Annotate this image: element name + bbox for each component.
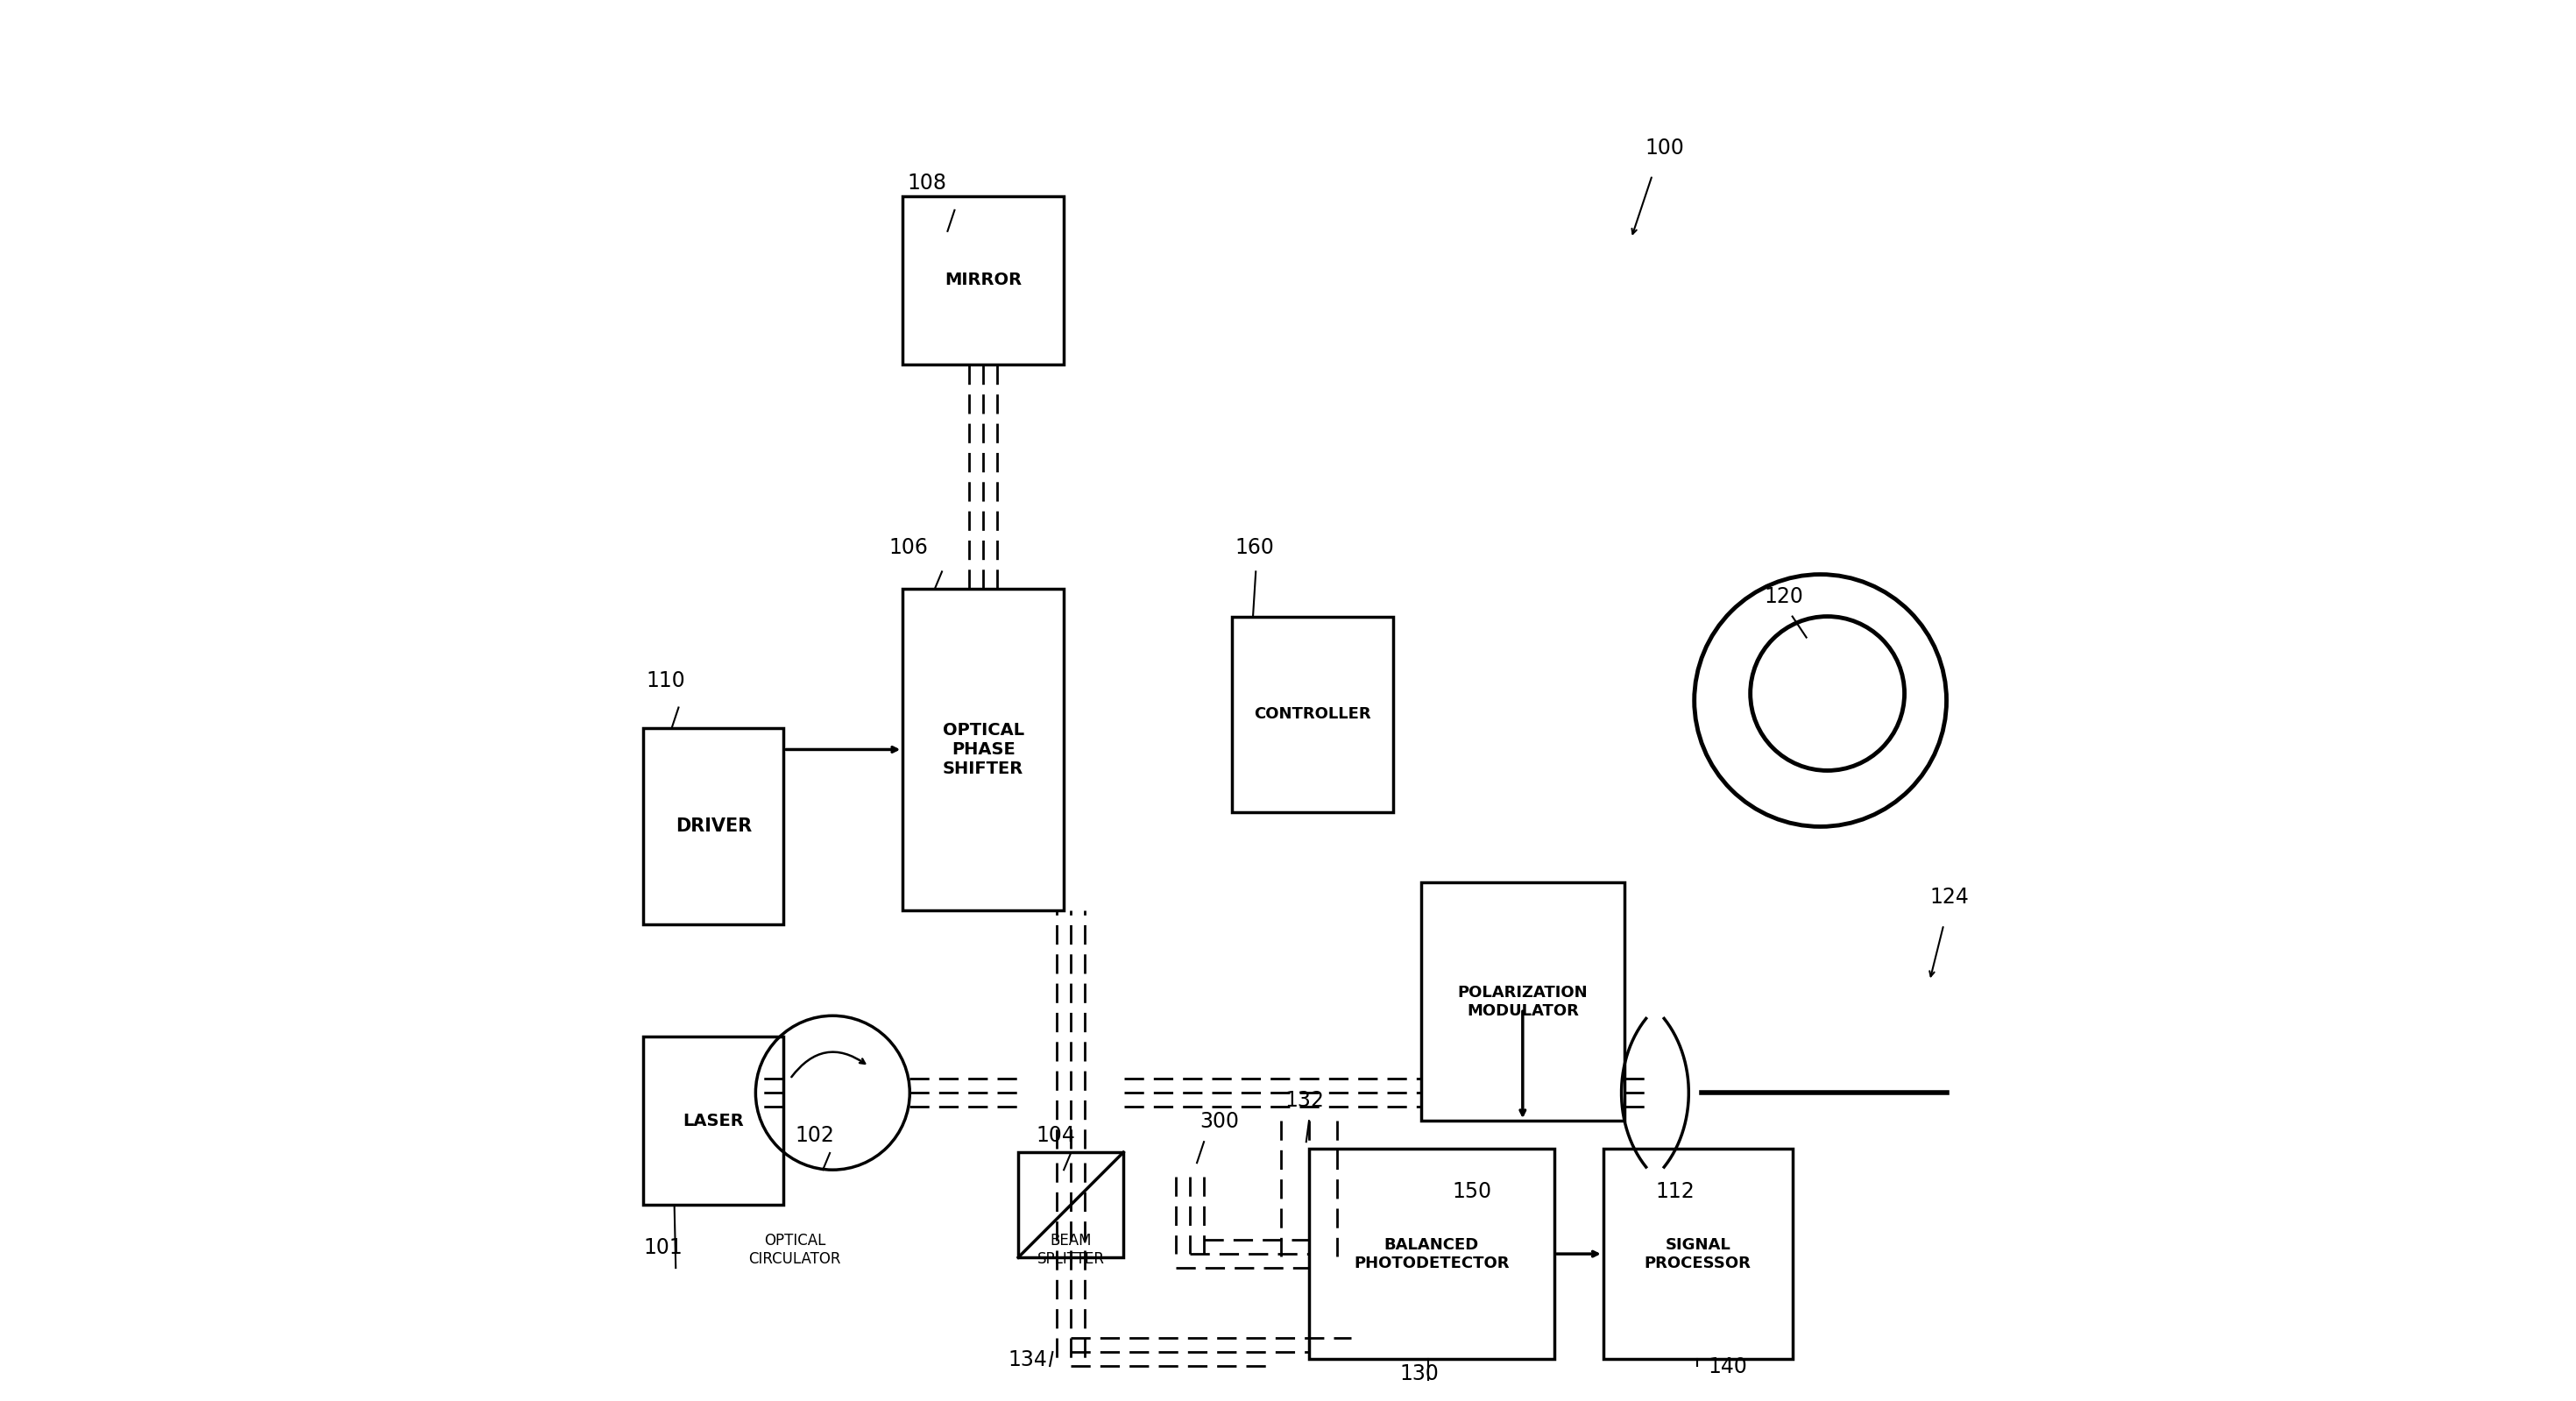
Text: SIGNAL
PROCESSOR: SIGNAL PROCESSOR (1643, 1237, 1752, 1271)
Text: CONTROLLER: CONTROLLER (1255, 706, 1370, 723)
Text: 130: 130 (1401, 1363, 1440, 1384)
Text: BEAM
SPLITTER: BEAM SPLITTER (1038, 1233, 1105, 1267)
Text: LASER: LASER (683, 1112, 744, 1129)
Text: 140: 140 (1708, 1356, 1747, 1377)
FancyBboxPatch shape (1018, 1152, 1123, 1258)
FancyBboxPatch shape (1422, 883, 1625, 1121)
Text: 150: 150 (1453, 1181, 1492, 1202)
Text: BALANCED
PHOTODETECTOR: BALANCED PHOTODETECTOR (1355, 1237, 1510, 1271)
Text: 300: 300 (1200, 1111, 1239, 1132)
Text: 102: 102 (796, 1125, 835, 1146)
Text: 101: 101 (644, 1237, 683, 1258)
Text: 134: 134 (1007, 1349, 1046, 1370)
Text: 160: 160 (1234, 537, 1275, 558)
Text: OPTICAL
PHASE
SHIFTER: OPTICAL PHASE SHIFTER (943, 722, 1025, 778)
Text: DRIVER: DRIVER (675, 818, 752, 835)
FancyBboxPatch shape (644, 1037, 783, 1205)
Text: OPTICAL
CIRCULATOR: OPTICAL CIRCULATOR (750, 1233, 840, 1267)
FancyBboxPatch shape (902, 196, 1064, 364)
Text: 104: 104 (1036, 1125, 1074, 1146)
Text: 110: 110 (647, 670, 685, 691)
FancyBboxPatch shape (1309, 1149, 1553, 1359)
Text: 132: 132 (1285, 1090, 1324, 1111)
Text: POLARIZATION
MODULATOR: POLARIZATION MODULATOR (1458, 985, 1587, 1019)
Text: 106: 106 (889, 537, 927, 558)
Text: 100: 100 (1646, 137, 1685, 158)
FancyBboxPatch shape (1602, 1149, 1793, 1359)
Text: 108: 108 (907, 172, 945, 193)
Text: 120: 120 (1765, 586, 1803, 607)
FancyBboxPatch shape (1231, 616, 1394, 813)
Text: MIRROR: MIRROR (945, 272, 1023, 289)
FancyBboxPatch shape (644, 729, 783, 925)
Text: 124: 124 (1929, 887, 1968, 908)
Text: 112: 112 (1654, 1181, 1695, 1202)
FancyBboxPatch shape (902, 588, 1064, 911)
